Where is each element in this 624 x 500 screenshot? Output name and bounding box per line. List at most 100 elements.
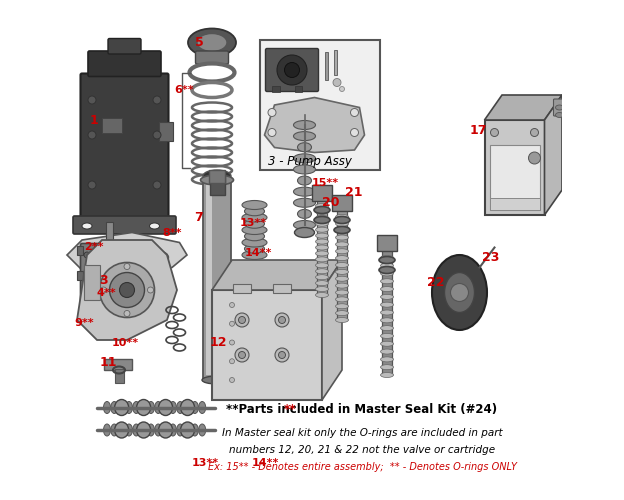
- Bar: [337, 210, 347, 320]
- Ellipse shape: [158, 400, 173, 415]
- Ellipse shape: [381, 302, 394, 307]
- Text: In Master seal kit only the O-rings are included in part: In Master seal kit only the O-rings are …: [222, 428, 502, 438]
- Bar: [104, 359, 132, 370]
- Ellipse shape: [381, 372, 394, 378]
- Ellipse shape: [293, 154, 316, 163]
- Text: 6**: 6**: [175, 85, 194, 95]
- Circle shape: [339, 86, 344, 92]
- Circle shape: [88, 96, 96, 104]
- Circle shape: [451, 284, 469, 302]
- Text: 3: 3: [99, 274, 108, 286]
- Ellipse shape: [381, 286, 394, 292]
- Ellipse shape: [242, 250, 267, 260]
- Ellipse shape: [177, 402, 183, 413]
- Ellipse shape: [184, 402, 191, 413]
- Ellipse shape: [137, 400, 150, 415]
- Polygon shape: [77, 240, 177, 340]
- Ellipse shape: [125, 402, 132, 413]
- Text: numbers 12, 20, 21 & 22 not the valve or cartridge: numbers 12, 20, 21 & 22 not the valve or…: [229, 445, 495, 455]
- Ellipse shape: [242, 200, 267, 209]
- Ellipse shape: [155, 424, 162, 436]
- Ellipse shape: [316, 286, 328, 292]
- Ellipse shape: [314, 216, 330, 224]
- Ellipse shape: [293, 120, 316, 130]
- Ellipse shape: [104, 424, 110, 436]
- Text: 22: 22: [427, 276, 444, 289]
- FancyBboxPatch shape: [73, 216, 176, 234]
- Bar: [272, 86, 280, 92]
- Ellipse shape: [137, 422, 150, 438]
- Bar: [489, 145, 540, 210]
- Bar: [209, 170, 225, 182]
- Ellipse shape: [203, 170, 231, 182]
- Ellipse shape: [293, 187, 316, 196]
- Circle shape: [278, 316, 286, 324]
- Circle shape: [238, 316, 245, 324]
- Ellipse shape: [381, 263, 394, 268]
- FancyBboxPatch shape: [553, 99, 563, 116]
- Circle shape: [268, 128, 276, 136]
- Ellipse shape: [334, 226, 350, 234]
- Bar: [203, 180, 231, 380]
- Circle shape: [88, 181, 96, 189]
- Ellipse shape: [293, 220, 316, 230]
- Circle shape: [277, 55, 307, 85]
- Bar: [77, 246, 83, 255]
- Ellipse shape: [336, 214, 348, 220]
- Ellipse shape: [242, 213, 267, 222]
- Circle shape: [275, 348, 289, 362]
- Ellipse shape: [379, 256, 395, 264]
- Circle shape: [124, 310, 130, 316]
- Text: 15**: 15**: [312, 178, 339, 188]
- Polygon shape: [212, 260, 342, 290]
- Text: 7: 7: [195, 211, 203, 224]
- Ellipse shape: [316, 216, 328, 220]
- Polygon shape: [322, 260, 342, 400]
- Circle shape: [268, 108, 276, 116]
- Ellipse shape: [82, 223, 92, 229]
- Ellipse shape: [293, 198, 316, 207]
- Circle shape: [235, 348, 249, 362]
- Ellipse shape: [316, 257, 328, 262]
- Ellipse shape: [381, 364, 394, 370]
- Text: 4**: 4**: [97, 288, 117, 298]
- Ellipse shape: [336, 262, 348, 268]
- Bar: [233, 284, 251, 292]
- Circle shape: [230, 359, 235, 364]
- Circle shape: [351, 128, 359, 136]
- Ellipse shape: [381, 294, 394, 300]
- Ellipse shape: [298, 142, 311, 152]
- Circle shape: [153, 96, 161, 104]
- Polygon shape: [67, 232, 187, 272]
- Ellipse shape: [140, 424, 147, 436]
- Circle shape: [100, 287, 107, 293]
- Ellipse shape: [336, 283, 348, 288]
- Text: 5: 5: [195, 36, 203, 49]
- Ellipse shape: [245, 219, 265, 228]
- Circle shape: [99, 262, 155, 318]
- Bar: [77, 271, 83, 280]
- Ellipse shape: [245, 244, 265, 254]
- Circle shape: [147, 287, 154, 293]
- Ellipse shape: [381, 271, 394, 276]
- Ellipse shape: [336, 235, 348, 240]
- Ellipse shape: [316, 239, 328, 244]
- Bar: [484, 120, 545, 215]
- Ellipse shape: [111, 402, 118, 413]
- Bar: [273, 284, 291, 292]
- Ellipse shape: [162, 402, 169, 413]
- Text: 2**: 2**: [84, 242, 104, 252]
- Ellipse shape: [381, 334, 394, 338]
- Polygon shape: [545, 95, 562, 215]
- Ellipse shape: [197, 34, 227, 52]
- Ellipse shape: [444, 272, 474, 312]
- Ellipse shape: [104, 402, 110, 413]
- Ellipse shape: [184, 424, 191, 436]
- Circle shape: [99, 256, 120, 278]
- Text: **Parts included in Master Seal Kit (#24): **Parts included in Master Seal Kit (#24…: [227, 404, 497, 416]
- Ellipse shape: [336, 304, 348, 309]
- Bar: [106, 222, 114, 245]
- FancyBboxPatch shape: [88, 51, 161, 76]
- FancyBboxPatch shape: [195, 51, 228, 64]
- Circle shape: [530, 128, 539, 136]
